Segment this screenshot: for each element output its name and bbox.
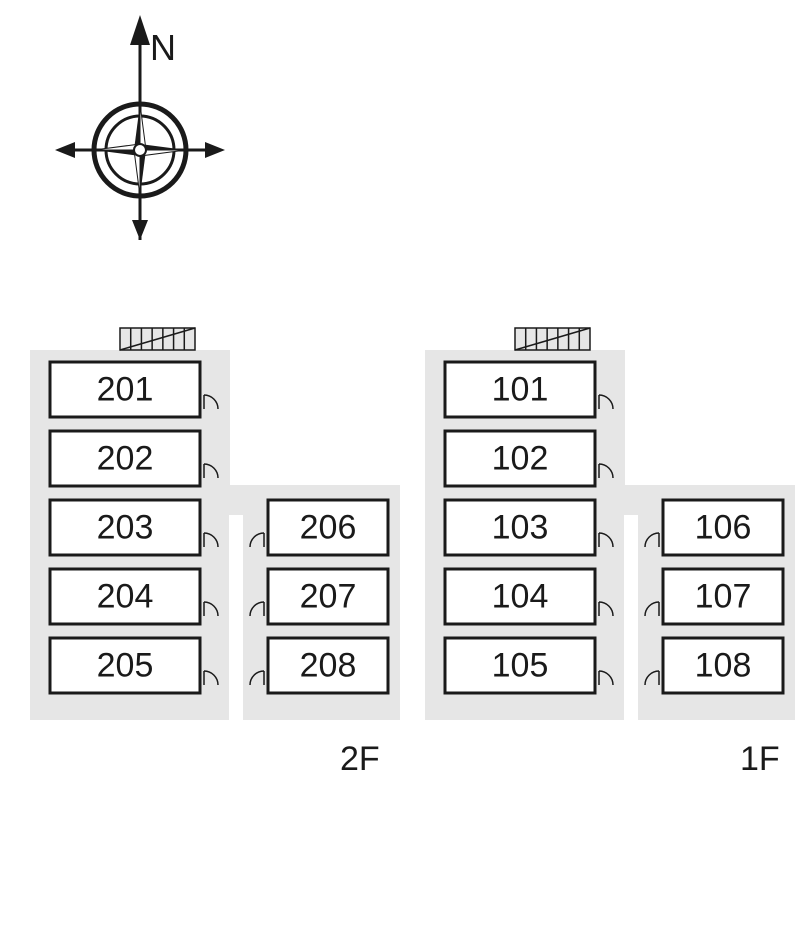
unit-label-202: 202 [97,439,154,477]
unit-label-101: 101 [492,370,549,408]
unit-label-107: 107 [695,577,752,615]
unit-label-208: 208 [300,646,357,684]
unit-label-204: 204 [97,577,154,615]
unit-label-104: 104 [492,577,549,615]
unit-label-205: 205 [97,646,154,684]
floor-label-2f: 2F [340,740,380,779]
unit-label-108: 108 [695,646,752,684]
unit-label-106: 106 [695,508,752,546]
unit-label-207: 207 [300,577,357,615]
unit-label-203: 203 [97,508,154,546]
unit-label-103: 103 [492,508,549,546]
floor-label-1f: 1F [740,740,780,779]
unit-label-105: 105 [492,646,549,684]
floor-plans: 2012022032042052062072081011021031041051… [0,0,800,940]
unit-label-102: 102 [492,439,549,477]
unit-label-206: 206 [300,508,357,546]
floor-1f: 101 102 103 104 105 106 107 108 [425,328,795,720]
floor-2f: 201 202 203 204 205 206 207 208 [30,328,400,720]
unit-label-201: 201 [97,370,154,408]
